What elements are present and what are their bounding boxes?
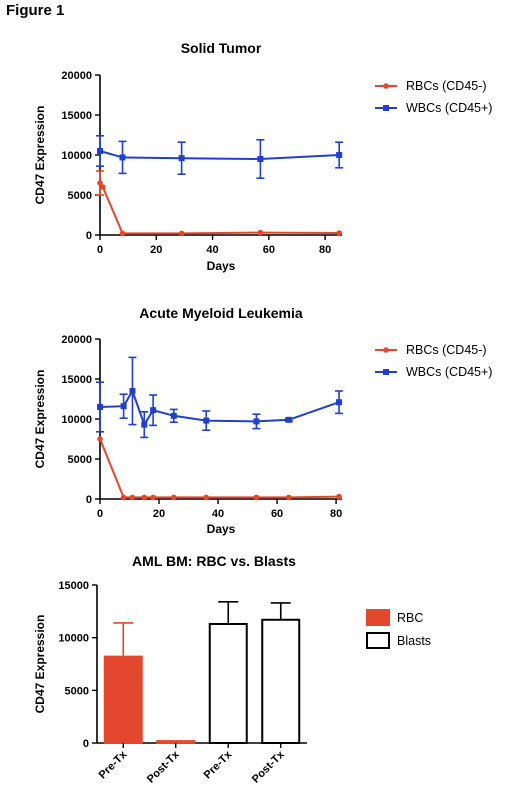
chart2-legend-label-rbcs-cd45: RBCs (CD45-)	[406, 343, 487, 357]
chart1-y-tick-label: 5000	[68, 190, 92, 202]
chart2-series-rbcs-cd45-point	[120, 494, 127, 501]
chart2-series-rbcs-cd45-point	[203, 494, 210, 501]
chart1-series-rbcs-cd45-line	[99, 182, 340, 235]
chart2-x-tick-label: 40	[212, 508, 224, 520]
chart2-series-rbcs-cd45-point	[286, 494, 292, 501]
chart3-bar-rbc-pre-tx	[103, 655, 143, 744]
chart1-series-wbcs-cd45-point	[119, 154, 126, 161]
chart2-series-rbcs-cd45-point	[141, 494, 148, 501]
chart1-x-tick-label: 20	[150, 244, 162, 256]
chart2-series-wbcs-cd45-point	[253, 418, 260, 425]
chart2-series-rbcs-cd45-point	[253, 494, 260, 501]
chart2-series-wbcs-cd45-point	[97, 404, 103, 410]
chart2-series-wbcs-cd45-point	[120, 403, 127, 410]
chart3-y-tick-label: 0	[83, 738, 89, 750]
chart3-x-tick-label: Post-Tx	[250, 748, 288, 786]
chart1-series-rbcs-cd45-point	[119, 230, 126, 237]
chart1-series-wbcs-cd45-point	[97, 148, 103, 154]
chart2-x-tick-label: 0	[97, 508, 103, 520]
chart2-legend-marker-wbcs-cd45	[383, 369, 389, 375]
chart2-series-wbcs-cd45-line	[99, 388, 340, 427]
chart3-legend-swatch-rbc	[366, 609, 390, 626]
chart3-y-tick-label: 5000	[65, 685, 89, 697]
chart3-x-tick-label: Post-Tx	[145, 748, 183, 786]
chart2-y-tick-label: 20000	[61, 334, 92, 346]
chart2-series-rbcs-cd45-point	[129, 494, 136, 501]
chart3-x-tick-label: Pre-Tx	[97, 748, 130, 781]
chart1-y-axis-label: CD47 Expression	[33, 106, 47, 205]
figure-label: Figure 1	[6, 2, 65, 19]
chart1-series-wbcs-cd45-line	[99, 150, 340, 161]
chart1-series-wbcs-cd45-point	[257, 156, 264, 162]
chart3-y-tick-label: 10000	[58, 633, 89, 645]
chart1-series-rbcs-cd45-point	[336, 230, 342, 236]
chart1-x-axis-label: Days	[207, 259, 236, 273]
chart2-series-rbcs-cd45-point	[97, 436, 103, 442]
chart3-legend-label-blasts: Blasts	[397, 634, 431, 648]
chart2-series-wbcs-cd45-point	[203, 417, 210, 424]
chart2-series-rbcs-cd45-point	[150, 494, 156, 501]
chart1-x-tick-label: 80	[319, 244, 331, 256]
chart1-y-tick-label: 10000	[61, 150, 92, 162]
chart2-x-axis-label: Days	[207, 522, 236, 536]
chart1-y-tick-label: 15000	[61, 110, 92, 122]
chart2-x-tick-label: 60	[271, 508, 283, 520]
chart1-series-rbcs-cd45-point	[257, 229, 264, 236]
chart2-title: Acute Myeloid Leukemia	[139, 305, 303, 321]
chart2-series-wbcs-cd45-point	[141, 421, 148, 428]
chart3-bar-blasts-post-tx	[261, 618, 301, 745]
chart3-bar-blasts-pre-tx	[208, 622, 248, 744]
chart1-series-rbcs-cd45-point	[97, 180, 103, 186]
chart1-legend-label-wbcs-cd45: WBCs (CD45+)	[406, 101, 492, 115]
chart2-x-tick-label: 80	[330, 508, 342, 520]
chart1-x-tick-label: 40	[206, 244, 218, 256]
chart1-y-tick-label: 0	[86, 230, 92, 242]
chart2-series-wbcs-cd45-point	[170, 412, 177, 419]
chart3-legend-label-rbc: RBC	[397, 611, 423, 625]
chart2-series-wbcs-cd45-point	[150, 407, 157, 414]
chart1-title: Solid Tumor	[181, 40, 262, 56]
chart1-series-wbcs-cd45-point	[336, 152, 343, 158]
chart2-legend-label-wbcs-cd45: WBCs (CD45+)	[406, 365, 492, 379]
chart2-series-rbcs-cd45-point	[336, 493, 342, 500]
chart3-x-tick-label: Pre-Tx	[202, 748, 235, 781]
chart2-y-tick-label: 0	[86, 494, 92, 506]
chart2-series-wbcs-cd45-point	[129, 388, 136, 394]
chart3-bar-rbc-post-tx	[156, 740, 196, 745]
chart1-x-tick-label: 0	[97, 244, 103, 256]
chart2-y-axis-label: CD47 Expression	[33, 370, 47, 469]
chart1-legend-marker-wbcs-cd45	[383, 105, 389, 111]
chart3-title: AML BM: RBC vs. Blasts	[132, 553, 296, 569]
chart1-x-tick-label: 60	[263, 244, 275, 256]
chart3-y-tick-label: 15000	[58, 580, 89, 592]
chart2-series-wbcs-cd45-point	[336, 399, 343, 406]
chart1-legend-marker-rbcs-cd45	[383, 83, 389, 89]
chart1-y-tick-label: 20000	[61, 70, 92, 82]
chart2-legend-marker-rbcs-cd45	[383, 347, 389, 353]
chart2-series-wbcs-cd45-point	[285, 416, 292, 423]
chart1-series-rbcs-cd45-point	[178, 230, 185, 237]
chart1-series-wbcs-cd45-point	[178, 155, 185, 162]
chart2-x-tick-label: 20	[153, 508, 165, 520]
chart2-series-rbcs-cd45-point	[170, 494, 177, 501]
chart3-legend-swatch-blasts	[366, 632, 390, 649]
chart2-y-tick-label: 15000	[61, 374, 92, 386]
chart2-y-tick-label: 5000	[68, 454, 92, 466]
chart1-legend-label-rbcs-cd45: RBCs (CD45-)	[406, 79, 487, 93]
chart1-series-rbcs-cd45-point	[100, 184, 106, 190]
chart2-series-rbcs-cd45-line	[99, 438, 340, 499]
chart2-y-tick-label: 10000	[61, 414, 92, 426]
chart3-y-axis-label: CD47 Expression	[33, 615, 47, 714]
